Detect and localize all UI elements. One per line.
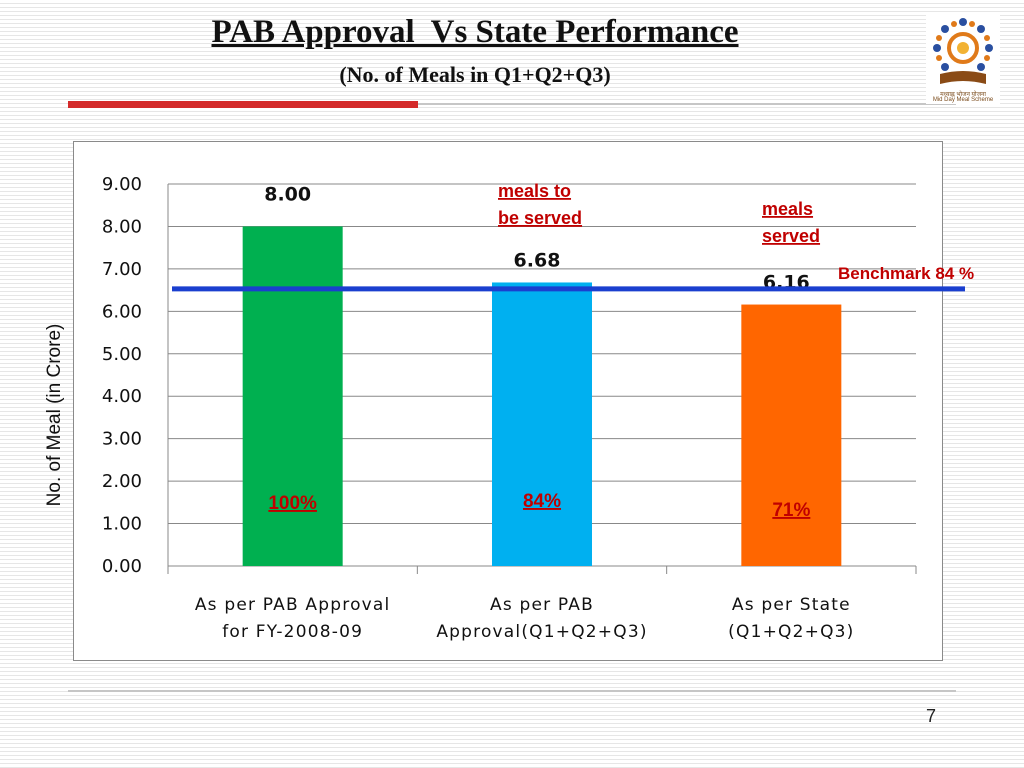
percent-label: 100% <box>268 493 317 514</box>
x-category-label: Approval(Q1+Q2+Q3) <box>436 622 647 642</box>
x-category-label: for FY-2008-09 <box>222 622 363 642</box>
bar-1 <box>242 226 343 566</box>
y-tick-label: 6.00 <box>102 301 142 322</box>
value-label: 6.68 <box>514 249 561 271</box>
x-category-label: (Q1+Q2+Q3) <box>728 622 854 642</box>
slide-subtitle: (No. of Meals in Q1+Q2+Q3) <box>339 62 611 87</box>
y-tick-label: 4.00 <box>102 386 142 407</box>
logo-emblem-icon <box>933 18 993 84</box>
percent-label: 71% <box>772 500 810 521</box>
logo-text-hindi: मध्याह्न भोजन योजना <box>940 92 986 98</box>
annotation-label: served <box>762 226 820 246</box>
x-category-label: As per State <box>732 595 851 615</box>
y-tick-label: 7.00 <box>102 259 142 280</box>
y-tick-label: 9.00 <box>102 174 142 195</box>
benchmark-label: Benchmark 84 % <box>838 264 974 283</box>
page-number: 7 <box>926 706 937 726</box>
bar-3 <box>741 304 842 566</box>
slide-title: PAB Approval Vs State Performance <box>211 14 739 50</box>
annotation-label: meals <box>762 199 813 219</box>
y-tick-label: 3.00 <box>102 429 142 450</box>
percent-label: 84% <box>523 491 561 512</box>
title-accent-rule <box>68 101 418 108</box>
value-label: 8.00 <box>264 183 311 205</box>
logo-text-english: Mid Day Meal Scheme <box>932 97 994 103</box>
bar-2 <box>492 282 592 566</box>
annotation-label: meals to <box>498 181 571 201</box>
y-tick-label: 8.00 <box>102 216 142 237</box>
y-tick-label: 0.00 <box>102 556 142 577</box>
x-category-label: As per PAB <box>490 595 594 615</box>
y-axis-title: No. of Meal (in Crore) <box>44 324 65 507</box>
y-tick-label: 1.00 <box>102 514 142 535</box>
title-divider-rule <box>418 103 956 105</box>
footer-divider-rule <box>68 690 956 692</box>
x-category-label: As per PAB Approval <box>195 595 391 615</box>
y-tick-label: 2.00 <box>102 471 142 492</box>
annotation-label: be served <box>498 208 582 228</box>
mid-day-meal-logo: मध्याह्न भोजन योजना Mid Day Meal Scheme <box>926 14 1000 104</box>
y-tick-label: 5.00 <box>102 344 142 365</box>
